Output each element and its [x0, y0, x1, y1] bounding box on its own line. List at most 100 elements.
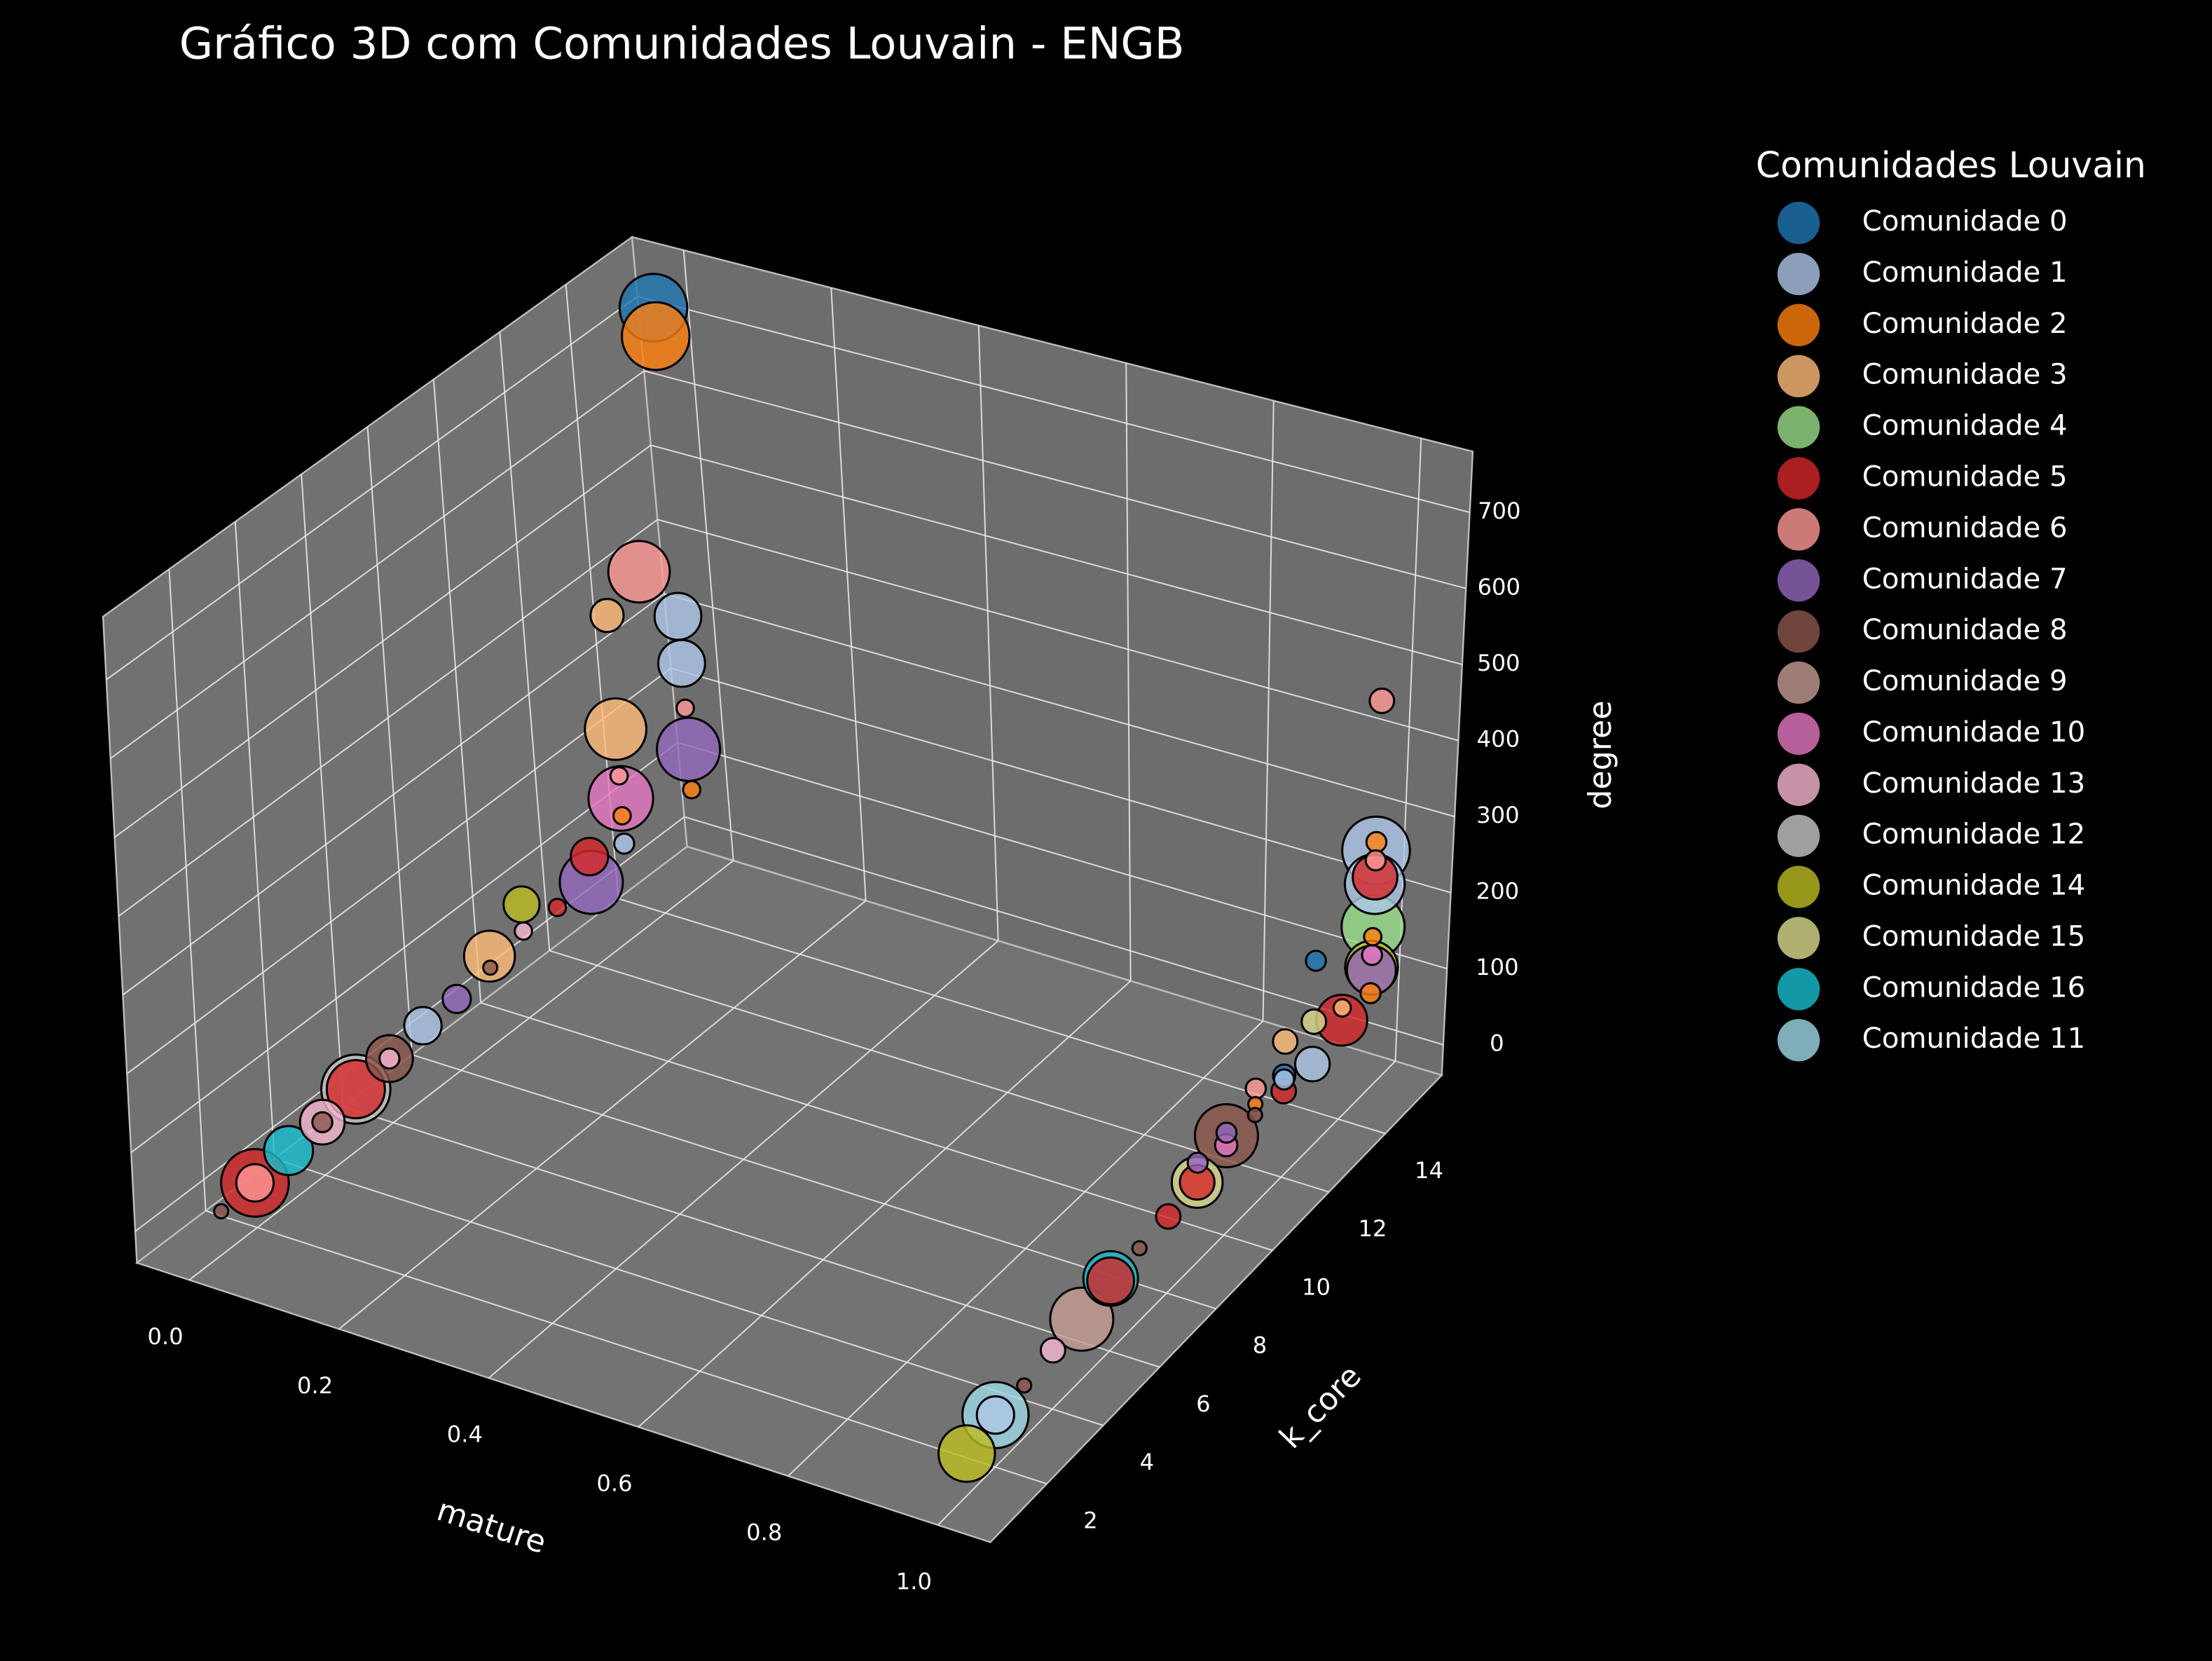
legend-marker [1777, 406, 1820, 449]
point [675, 698, 695, 718]
legend-marker [1777, 1018, 1820, 1062]
grid-line [644, 370, 1466, 589]
x-tick-label: 0.4 [447, 1421, 483, 1448]
legend: Comunidade 0 Comunidade 1 Comunidade 2 Comu… [1777, 201, 2086, 1062]
point [584, 697, 648, 761]
point [403, 1006, 443, 1046]
grid-line [664, 593, 1455, 818]
y-tick-label: 6 [1196, 1390, 1211, 1417]
point [1300, 1008, 1328, 1035]
grid-line [677, 741, 1448, 970]
x-tick-label: 0.2 [297, 1372, 333, 1399]
y-tick-label: 10 [1302, 1273, 1331, 1300]
legend-label: Comunidade 5 [1862, 460, 2068, 493]
y-tick-label: 2 [1083, 1508, 1098, 1534]
point [621, 301, 691, 371]
grid [106, 250, 1470, 1526]
point [1359, 982, 1382, 1004]
legend-marker [1777, 661, 1820, 704]
point [653, 592, 703, 641]
point [311, 1111, 334, 1133]
legend-marker [1777, 968, 1820, 1011]
grid-line [411, 1053, 1216, 1310]
grid-line [118, 519, 659, 917]
legend-label: Comunidade 16 [1862, 971, 2086, 1004]
point [1305, 950, 1327, 972]
grid-line [234, 521, 275, 1159]
grid-line [684, 816, 1444, 1046]
point [263, 1125, 315, 1177]
point [1246, 1107, 1263, 1123]
point [609, 766, 629, 786]
z-tick-label: 500 [1477, 650, 1520, 676]
grid-line [977, 325, 999, 941]
pane [135, 845, 1443, 1543]
grid-line [650, 444, 1463, 666]
y-tick-label: 8 [1253, 1332, 1268, 1359]
point [1272, 1028, 1299, 1055]
legend-label: Comunidade 15 [1862, 920, 2086, 952]
legend-label: Comunidade 6 [1862, 512, 2068, 544]
grid-line [1394, 438, 1422, 1062]
point [656, 716, 722, 782]
point [587, 765, 654, 832]
grid-line [432, 379, 482, 1003]
points [213, 273, 1411, 1483]
grid-line [110, 370, 645, 760]
z-tick-label: 200 [1476, 878, 1519, 905]
point [1368, 688, 1396, 714]
point [1244, 1077, 1268, 1100]
point [1361, 943, 1383, 966]
point [514, 921, 533, 941]
legend-marker [1777, 355, 1820, 397]
y-tick-label: 4 [1140, 1449, 1155, 1475]
legend-label: Comunidade 2 [1862, 308, 2068, 340]
panes [102, 235, 1474, 1543]
grid-line [301, 474, 344, 1107]
legend-marker [1777, 763, 1820, 806]
point [1186, 1151, 1209, 1174]
grid-line [480, 1002, 1273, 1251]
z-tick-label: 0 [1490, 1030, 1504, 1057]
grid-line [637, 296, 1470, 514]
point [1332, 998, 1352, 1018]
point [1215, 1121, 1238, 1144]
legend-label: Comunidade 1 [1862, 257, 2068, 289]
z-tick-label: 700 [1478, 498, 1520, 524]
legend-label: Comunidade 3 [1862, 359, 2068, 391]
point [547, 897, 568, 917]
point [607, 540, 671, 604]
legend-label: Comunidade 8 [1862, 614, 2068, 646]
x-tick-label: 1.0 [896, 1568, 932, 1595]
point [378, 1047, 401, 1070]
point [213, 1203, 230, 1219]
z-tick-label: 600 [1478, 574, 1520, 601]
point [657, 638, 706, 688]
point [613, 832, 636, 855]
grid-line [657, 519, 1459, 741]
point [1086, 1256, 1136, 1306]
chart-title: Gráfico 3D com Comunidades Louvain - ENG… [179, 18, 1185, 69]
point [462, 929, 516, 983]
point [235, 1163, 275, 1203]
grid-line [130, 741, 678, 1154]
legend-marker [1777, 712, 1820, 756]
z-tick-label: 300 [1476, 802, 1519, 828]
grid-line [1125, 363, 1132, 981]
point [682, 779, 702, 800]
legend-label: Comunidade 0 [1862, 205, 2068, 238]
legend-label: Comunidade 10 [1862, 716, 2086, 749]
grid-line [168, 569, 207, 1211]
grid-line [366, 426, 413, 1055]
point [1016, 1377, 1033, 1394]
point [1293, 1046, 1331, 1083]
x-tick-label: 0.0 [147, 1323, 183, 1350]
legend-title: Comunidades Louvain [1756, 144, 2146, 186]
point [975, 1395, 1015, 1435]
legend-marker [1777, 252, 1820, 296]
legend-marker [1777, 559, 1820, 602]
legend-label: Comunidade 11 [1862, 1023, 2086, 1055]
legend-marker [1777, 866, 1820, 908]
grid-line [671, 667, 1451, 894]
grid-line [1262, 400, 1275, 1021]
